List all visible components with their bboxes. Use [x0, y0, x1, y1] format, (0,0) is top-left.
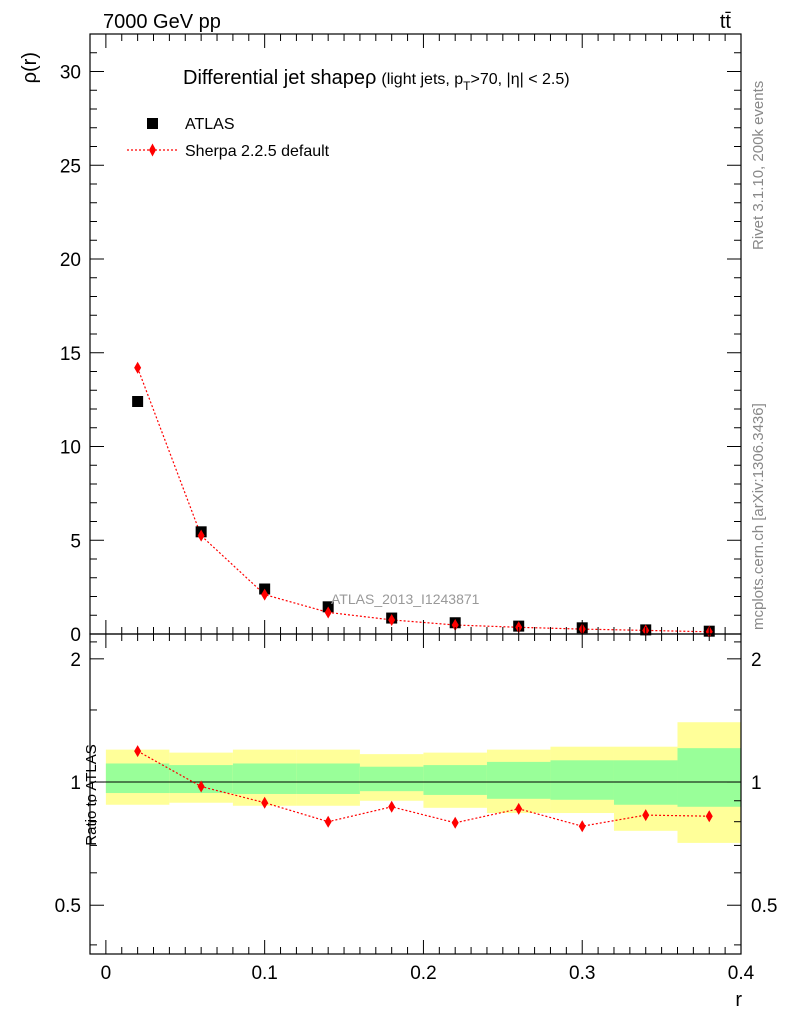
green-band-bin: [232, 763, 297, 794]
main-plot-panel: 0 5 10 15 20 25 30 Differential jet shapeρ (lig…: [19, 33, 742, 646]
y-tick-label: 0: [70, 625, 81, 646]
ratio-sherpa-line: [137, 750, 710, 827]
legend-marker-sherpa: [149, 143, 156, 157]
title-rho: ρ: [365, 67, 376, 89]
main-plot-axes: 0 5 10 15 20 25 30: [60, 33, 742, 646]
ratio-sherpa-point: [451, 816, 459, 829]
x-tick-label: 0.1: [251, 963, 277, 984]
y-axis-label: ρ(r): [19, 52, 41, 83]
ratio-sherpa-point: [578, 820, 586, 833]
ratio-sherpa-point: [642, 809, 650, 822]
y-tick-label: 30: [60, 63, 81, 84]
ratio-plot-axes: 0.5 0.5 1 1 2 2 0 0.1 0.2 0.3 0.4: [55, 633, 777, 984]
x-tick-label: 0.4: [728, 963, 755, 984]
green-band-bin: [359, 766, 424, 792]
ratio-sherpa-point: [515, 802, 523, 815]
ratio-y-axis-label: Ratio to ATLAS: [83, 744, 100, 845]
y-tick-label: 15: [60, 344, 81, 365]
title-sub-rest: >70, |η| < 2.5): [471, 71, 570, 88]
ratio-sherpa-point: [388, 800, 396, 813]
x-tick-label: 0.2: [410, 963, 436, 984]
title-sub: (light jets, p: [381, 71, 463, 88]
ratio-sherpa-point: [705, 810, 713, 823]
atlas-data-point: [132, 396, 144, 407]
mcplots-label: mcplots.cern.ch [arXiv:1306.3436]: [750, 403, 767, 630]
ratio-y-tick-label-right: 1: [751, 773, 762, 794]
title-sub-subscript: T: [463, 79, 471, 93]
green-band-bin: [105, 763, 170, 794]
x-tick-label: 0.3: [569, 963, 595, 984]
ratio-sherpa-point: [197, 780, 205, 793]
sherpa-data-point: [388, 613, 396, 626]
sherpa-data-point: [261, 588, 269, 601]
analysis-watermark: ATLAS_2013_I1243871: [331, 591, 480, 607]
green-band-bin: [550, 760, 614, 800]
sherpa-data-point: [451, 619, 459, 631]
green-band-bin: [296, 763, 360, 794]
legend-label-atlas: ATLAS: [185, 116, 235, 133]
green-band-bin: [486, 761, 551, 799]
title-main: Differential jet shape: [183, 67, 365, 89]
ratio-plot-panel: 0.5 0.5 1 1 2 2 0 0.1 0.2 0.3 0.4 Ratio to ATLAS r: [55, 633, 777, 1011]
x-tick-label: 0: [101, 963, 112, 984]
uncertainty-bands: [90, 722, 741, 843]
y-tick-label: 5: [70, 531, 81, 552]
ratio-y-tick-label-right: 2: [751, 650, 762, 671]
y-tick-label: 25: [60, 156, 81, 177]
y-tick-label: 20: [60, 250, 81, 271]
y-tick-label: 10: [60, 438, 81, 459]
rivet-version-label: Rivet 3.1.10, 200k events: [750, 81, 767, 250]
legend-marker-atlas: [147, 118, 158, 129]
x-axis-label: r: [735, 989, 742, 1011]
ratio-y-tick-label-right: 0.5: [751, 896, 777, 917]
process-label: tt̄: [720, 11, 732, 33]
ratio-plot-frame: [89, 633, 742, 955]
sherpa-data-point: [197, 529, 205, 542]
ratio-sherpa-point: [324, 815, 332, 828]
legend-label-sherpa: Sherpa 2.2.5 default: [185, 143, 330, 160]
ratio-sherpa-point: [261, 796, 269, 809]
legend: ATLAS Sherpa 2.2.5 default: [127, 116, 330, 160]
green-band-bin: [677, 748, 741, 807]
ratio-y-tick-label-left: 2: [70, 650, 81, 671]
sherpa-data-point: [324, 606, 332, 619]
sherpa-data-point: [134, 361, 142, 374]
green-band-bin: [423, 765, 487, 795]
ratio-plot-marks: [134, 745, 713, 833]
ratio-y-tick-label-left: 1: [70, 773, 81, 794]
plot-title: Differential jet shapeρ (light jets, pT>7…: [183, 67, 570, 93]
ratio-y-tick-label-left: 0.5: [55, 896, 81, 917]
ratio-sherpa-point: [134, 745, 142, 758]
energy-label: 7000 GeV pp: [103, 11, 221, 33]
